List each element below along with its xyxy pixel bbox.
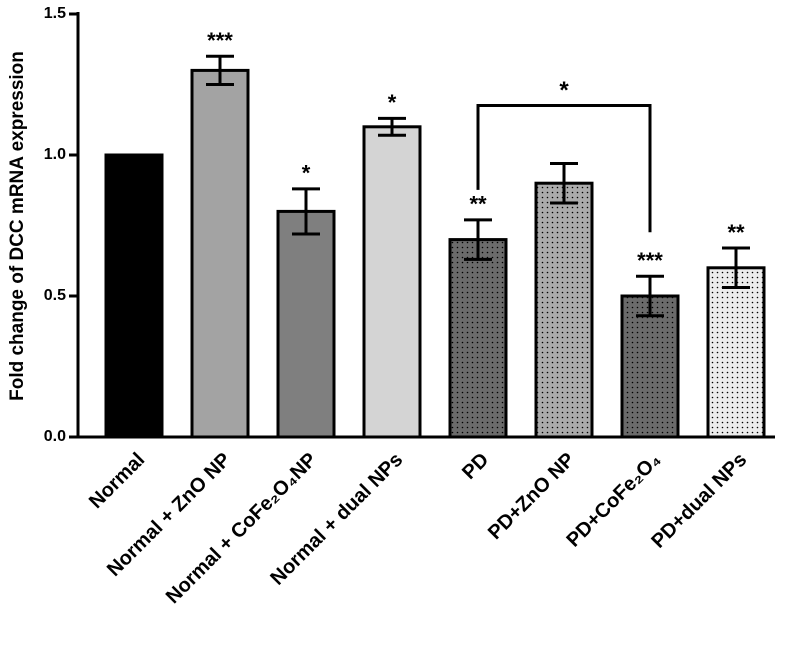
significance: ***	[207, 28, 233, 53]
bar	[276, 209, 336, 439]
bar	[534, 181, 594, 439]
error-bar	[378, 116, 406, 137]
y-tick-label: 1.0	[44, 146, 66, 163]
y-tick-label: 0.5	[44, 287, 66, 304]
error-bar	[292, 187, 320, 236]
bar	[104, 153, 164, 439]
bar	[190, 68, 250, 439]
x-tick-label: PD	[458, 449, 493, 484]
significance: **	[727, 220, 745, 245]
error-bar	[464, 218, 492, 261]
bar	[362, 125, 422, 439]
bar	[706, 266, 766, 439]
bracket-label: *	[559, 77, 569, 104]
y-tick-label: 0.0	[44, 428, 66, 445]
y-axis-label: Fold change of DCC mRNA expression	[7, 51, 28, 401]
error-bar	[636, 274, 664, 318]
significance: ***	[637, 248, 663, 273]
significance: *	[388, 90, 397, 115]
x-tick-label: PD+ZnO NP	[484, 449, 579, 544]
y-tick-label: 1.5	[44, 5, 66, 22]
bar	[448, 238, 508, 439]
significance: *	[302, 161, 311, 186]
x-tick-label: Normal + CoFe₂O₄NP	[162, 449, 321, 608]
x-tick-label: Normal	[85, 449, 149, 513]
error-bar	[722, 246, 750, 290]
significance: **	[469, 192, 487, 217]
error-bar	[550, 161, 578, 205]
significance-bracket	[476, 103, 652, 233]
error-bar	[206, 54, 234, 86]
